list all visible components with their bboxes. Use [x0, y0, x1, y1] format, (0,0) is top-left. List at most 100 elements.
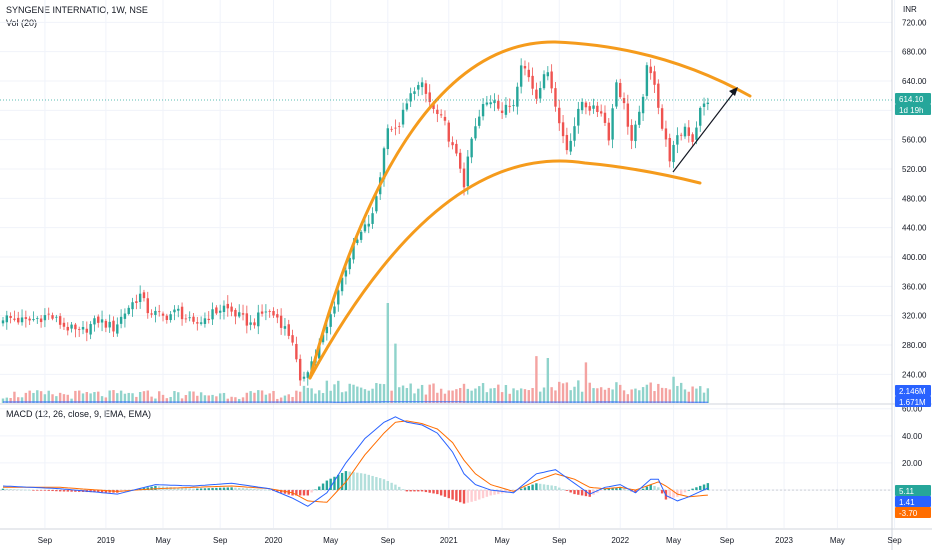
candle-body [298, 358, 302, 381]
macd-histogram-bar [599, 490, 603, 491]
macd-histogram-bar [325, 480, 329, 491]
candle-body [428, 92, 431, 103]
volume-bar [687, 391, 690, 403]
volume-bar [24, 392, 28, 403]
macd-histogram-bar [607, 488, 610, 491]
candle-body [253, 322, 256, 326]
macd-histogram-bar [260, 489, 264, 491]
volume-bar [489, 388, 492, 403]
candle-body [519, 65, 523, 87]
candle-body [138, 293, 142, 303]
macd-line [2, 416, 709, 507]
volume-bar [203, 395, 207, 403]
macd-histogram-bar [676, 490, 679, 497]
macd-histogram-bar [371, 475, 374, 491]
volume-bar [276, 398, 279, 403]
volume-bar [523, 389, 527, 403]
candle-body [318, 344, 321, 359]
volume-bar [169, 396, 172, 403]
candle-body [302, 376, 306, 379]
volume-bar [695, 388, 698, 403]
volume-bar [436, 392, 439, 403]
macd-histogram [1, 471, 710, 504]
macd-histogram-bar [295, 490, 298, 496]
macd-histogram-bar [55, 490, 58, 492]
candle-body [62, 322, 66, 327]
macd-histogram-bar [47, 490, 50, 491]
candle-body [565, 134, 569, 151]
macd-histogram-bar [184, 488, 188, 491]
volume-bar [230, 396, 233, 403]
volume-bar [497, 384, 500, 403]
candle-body [74, 324, 77, 330]
candle-body [638, 111, 641, 125]
volume-bar [641, 387, 645, 403]
candle-body [420, 82, 424, 88]
macd-histogram-bar [249, 488, 252, 491]
macd-histogram-bar [428, 490, 431, 493]
volume-bar [417, 388, 420, 403]
price-axis-label: 240.00 [902, 370, 927, 379]
macd-histogram-bar [478, 490, 481, 500]
volume-bar [542, 387, 546, 403]
candle-body [539, 88, 542, 99]
candle-body [78, 329, 81, 330]
candle-body [622, 98, 626, 104]
candle-body [401, 109, 405, 125]
volume-bar [272, 390, 275, 403]
macd-histogram-bar [679, 490, 683, 495]
candle-body [695, 127, 698, 140]
macd-histogram-bar [352, 472, 355, 491]
volume-bar [142, 391, 146, 403]
candle-body [272, 310, 275, 316]
volume-bar [660, 387, 664, 403]
macd-histogram-bar [603, 488, 607, 491]
volume-bar [108, 390, 111, 403]
candle-body [39, 318, 43, 323]
candle-body [439, 114, 443, 116]
volume-bar [36, 390, 39, 403]
volume-bar [112, 390, 115, 403]
candle-body [596, 105, 599, 113]
volume-bar [138, 391, 142, 403]
volume-bar [260, 390, 264, 403]
macd-histogram-bar [653, 485, 656, 491]
candle-body [649, 66, 652, 74]
candle-body [470, 138, 473, 158]
macd-histogram-bar [39, 490, 43, 491]
macd-histogram-bar [634, 490, 637, 493]
price-axis-label: 440.00 [902, 224, 927, 233]
volume-bar [279, 397, 283, 403]
volume-bar [378, 383, 382, 403]
time-axis-label: Sep [720, 536, 735, 545]
candle-body [413, 91, 416, 94]
macd-histogram-bar [699, 485, 702, 491]
candle-body [474, 126, 477, 139]
volume-bar [382, 384, 386, 403]
macd-histogram-bar [222, 487, 226, 491]
candle-body [672, 144, 675, 163]
macd-histogram-bar [180, 487, 184, 491]
macd-histogram-bar [641, 488, 645, 491]
volume-bar [333, 384, 336, 403]
volume-bar [699, 386, 702, 403]
candle-body [321, 334, 325, 343]
volume-ma-badge-bg [895, 396, 931, 407]
volume-bar [17, 397, 20, 403]
volume-bar [508, 393, 511, 403]
macd-histogram-bar [318, 486, 321, 491]
candle-body [588, 106, 591, 111]
macd-histogram-bar [451, 490, 454, 500]
volume-bar [93, 392, 96, 403]
macd-histogram-bar [519, 488, 523, 491]
volume-bar [352, 384, 355, 403]
macd-histogram-bar [356, 472, 359, 491]
candle-body [531, 75, 534, 89]
macd-histogram-bar [298, 490, 302, 496]
candle-body [47, 313, 50, 315]
volume-bar [626, 394, 630, 403]
volume-bar [70, 398, 73, 403]
macd-histogram-bar [470, 490, 473, 502]
candle-body [611, 108, 614, 140]
